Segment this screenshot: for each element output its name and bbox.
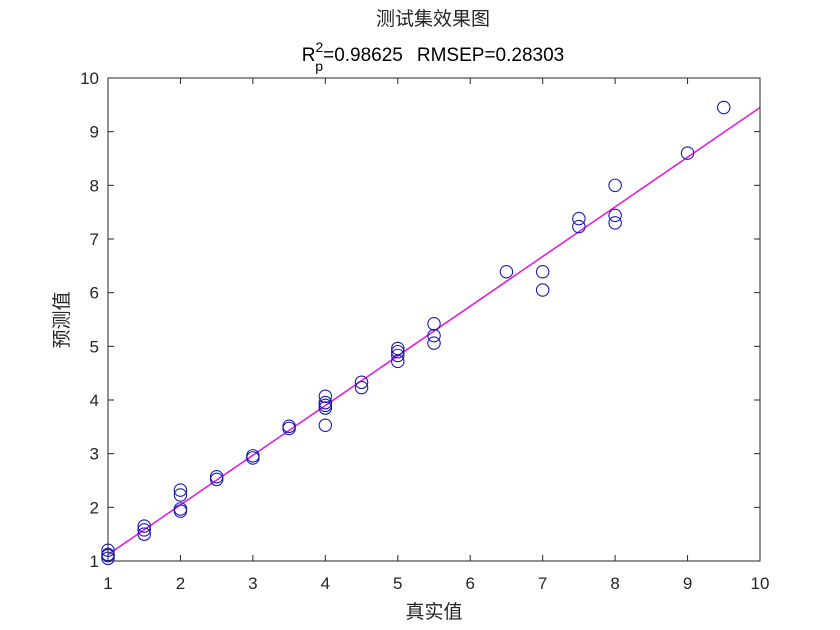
chart-subtitle: R2 p=0.98625 RMSEP=0.28303 xyxy=(302,39,564,74)
r-subscript: p xyxy=(315,58,323,74)
points-layer xyxy=(101,100,731,566)
data-point xyxy=(535,283,550,297)
x-tick-label: 6 xyxy=(465,574,474,593)
y-axis-label: 预测值 xyxy=(51,291,73,348)
data-point xyxy=(427,328,441,343)
data-point xyxy=(318,398,333,413)
data-point xyxy=(608,216,622,230)
data-point xyxy=(680,146,695,160)
data-point xyxy=(391,341,405,356)
y-tick-label: 7 xyxy=(90,230,99,249)
data-point xyxy=(209,472,224,487)
r2-value: =0.98625 xyxy=(323,45,403,66)
y-tick-label: 8 xyxy=(90,176,99,195)
data-point xyxy=(173,483,188,497)
x-tick-label: 1 xyxy=(103,574,112,593)
data-point xyxy=(246,449,260,463)
data-point xyxy=(391,348,405,363)
y-tick-label: 3 xyxy=(90,445,99,464)
plot-frame xyxy=(107,77,761,562)
data-point xyxy=(427,336,441,350)
data-point xyxy=(173,502,188,516)
plot-area xyxy=(108,78,760,561)
data-point xyxy=(173,488,188,502)
data-point xyxy=(608,178,622,193)
rmsep-value: RMSEP=0.28303 xyxy=(417,45,564,66)
y-tick-label: 4 xyxy=(90,391,99,410)
data-point xyxy=(209,469,224,484)
y-tick-label: 1 xyxy=(90,552,99,571)
data-point xyxy=(137,523,151,537)
x-tick-label: 9 xyxy=(683,574,692,593)
data-point xyxy=(318,401,333,415)
data-point xyxy=(318,418,333,432)
data-point xyxy=(391,344,405,359)
data-point xyxy=(318,389,333,403)
data-point xyxy=(572,219,586,234)
data-point xyxy=(427,317,441,331)
data-point xyxy=(137,519,151,533)
data-point xyxy=(354,380,369,395)
fit-line-layer xyxy=(107,106,761,556)
y-tick-label: 5 xyxy=(90,337,99,356)
data-point xyxy=(318,395,333,410)
y-tick-label: 10 xyxy=(80,69,99,88)
data-point xyxy=(608,208,622,223)
y-tick-label: 6 xyxy=(90,284,99,303)
data-point xyxy=(354,375,369,390)
data-point xyxy=(137,527,151,541)
x-tick-label: 2 xyxy=(176,574,185,593)
x-tick-label: 3 xyxy=(248,574,257,593)
x-tick-label: 8 xyxy=(610,574,619,593)
data-point xyxy=(499,264,514,279)
data-point xyxy=(717,100,731,115)
r-symbol: R xyxy=(302,45,316,66)
r-superscript: 2 xyxy=(316,39,324,55)
fit-line xyxy=(107,106,761,556)
x-axis-label: 真实值 xyxy=(405,601,462,623)
x-tick-label: 10 xyxy=(751,574,770,593)
data-point xyxy=(535,264,550,279)
x-tick-label: 5 xyxy=(393,574,402,593)
data-point xyxy=(572,211,586,226)
data-point xyxy=(282,419,296,434)
y-tick-label: 2 xyxy=(90,498,99,517)
x-tick-label: 4 xyxy=(321,574,330,593)
chart-title: 测试集效果图 xyxy=(376,8,490,30)
y-tick-label: 9 xyxy=(90,123,99,142)
x-tick-label: 7 xyxy=(538,574,547,593)
